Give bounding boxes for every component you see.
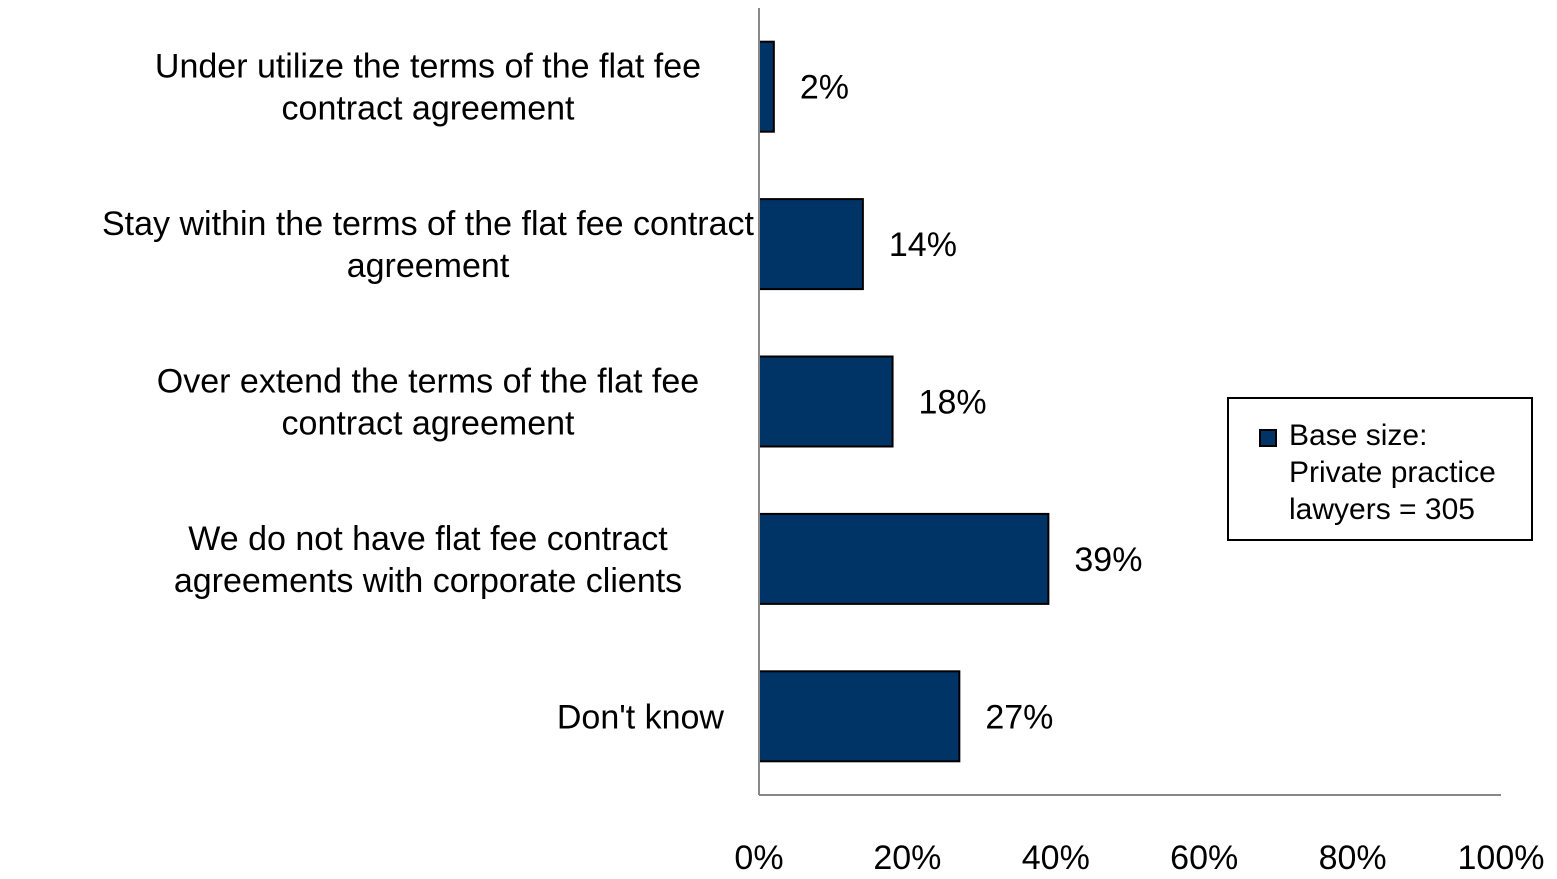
value-labels-group: 2% 14% 18% 39% 27% (800, 69, 1143, 737)
value-label-2: 18% (919, 384, 987, 422)
tick-labels-group: 0% 20% 40% 60% 80% 100% (734, 839, 1544, 877)
bar-0 (758, 40, 775, 133)
value-label-1: 14% (889, 226, 957, 264)
value-label-0: 2% (800, 69, 849, 107)
category-label-4: Don't know (557, 698, 725, 736)
x-tick-label-4: 80% (1319, 839, 1387, 877)
x-tick-label-3: 60% (1170, 839, 1238, 877)
legend: Base size: Private practice lawyers = 30… (1227, 397, 1533, 541)
value-label-4: 27% (985, 698, 1053, 736)
category-label-1: Stay within the terms of the flat fee co… (102, 205, 755, 285)
bar-1 (758, 198, 864, 291)
category-label-0: Under utilize the terms of the flat fee c… (155, 48, 701, 128)
legend-label: Base size: Private practice lawyers = 30… (1289, 419, 1496, 526)
value-label-3: 39% (1074, 541, 1142, 579)
x-tick-label-1: 20% (873, 839, 941, 877)
bar-4 (758, 670, 961, 763)
category-label-2: Over extend the terms of the flat fee con… (157, 363, 699, 443)
category-labels-group: Under utilize the terms of the flat fee c… (102, 48, 755, 737)
x-tick-label-5: 100% (1458, 839, 1545, 877)
category-label-3: We do not have flat fee contract agreemen… (174, 520, 682, 600)
bars-group (758, 40, 1050, 763)
x-tick-label-0: 0% (734, 839, 783, 877)
axes-group (758, 8, 1501, 796)
x-tick-label-2: 40% (1022, 839, 1090, 877)
legend-swatch (1259, 429, 1277, 447)
bar-2 (758, 355, 894, 448)
bar-3 (758, 512, 1050, 605)
